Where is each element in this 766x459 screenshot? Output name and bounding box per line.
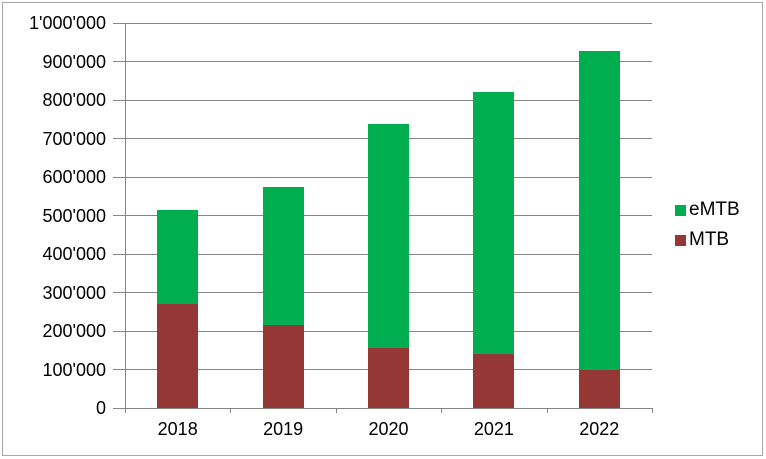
y-axis-tick-label: 400'000 xyxy=(42,244,106,264)
y-axis-tick-label: 800'000 xyxy=(42,90,106,110)
legend-item-mtb: MTB xyxy=(675,230,729,250)
bar-segment-emtb-2019 xyxy=(262,186,304,326)
y-axis-tick-label: 900'000 xyxy=(42,51,106,72)
legend-swatch-emtb xyxy=(675,204,686,216)
x-axis-category-label: 2021 xyxy=(473,419,514,439)
bar-segment-mtb-2020 xyxy=(368,348,409,408)
x-axis-category-label: 2018 xyxy=(157,419,198,439)
x-axis-tick xyxy=(546,408,548,413)
legend-label: MTB xyxy=(689,229,730,250)
x-axis-tick xyxy=(652,408,653,413)
y-axis-tick-label: 100'000 xyxy=(42,359,106,380)
y-axis-tick-label: 300'000 xyxy=(42,282,106,303)
bar-segment-emtb-2021 xyxy=(473,91,515,355)
legend-swatch-mtb xyxy=(675,234,686,246)
x-axis-tick xyxy=(335,408,337,413)
x-axis-tick xyxy=(125,408,126,413)
bar-segment-mtb-2022 xyxy=(578,370,620,408)
y-axis-tick-label: 200'000 xyxy=(42,321,106,341)
legend-item-emtb: eMTB xyxy=(675,200,740,220)
legend-label: eMTB xyxy=(689,199,740,220)
bar-segment-emtb-2018 xyxy=(157,209,199,305)
bar-segment-emtb-2022 xyxy=(578,50,620,371)
x-axis-category-label: 2020 xyxy=(368,419,409,439)
bar-segment-mtb-2018 xyxy=(157,304,199,408)
gridline xyxy=(113,99,652,101)
y-axis-tick-label: 1'000'000 xyxy=(29,13,106,33)
y-axis-tick-label: 0 xyxy=(95,398,106,418)
x-axis-category-label: 2022 xyxy=(579,419,620,439)
gridline xyxy=(113,407,652,409)
y-axis-tick-label: 700'000 xyxy=(42,128,106,149)
y-axis-line xyxy=(125,23,126,409)
x-axis-tick xyxy=(441,408,443,413)
bar-segment-mtb-2021 xyxy=(473,354,515,408)
bar-segment-mtb-2019 xyxy=(262,325,304,408)
gridline xyxy=(113,61,652,62)
x-axis-tick xyxy=(230,408,232,413)
gridline xyxy=(113,22,652,24)
x-axis-category-label: 2019 xyxy=(263,419,304,439)
y-axis-tick-label: 600'000 xyxy=(42,167,106,187)
bar-segment-emtb-2020 xyxy=(368,123,409,349)
y-axis-tick-label: 500'000 xyxy=(42,205,106,226)
